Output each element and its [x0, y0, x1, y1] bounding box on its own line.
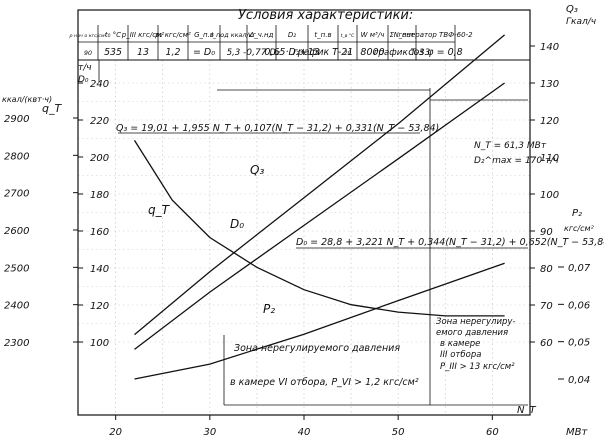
q3-tick-label: 70 — [540, 301, 553, 312]
q3-tick-label: 90 — [540, 227, 553, 238]
q3-tick-label: 80 — [540, 264, 553, 275]
d0-tick-label: 240 — [90, 79, 109, 90]
qt-tick-label: 2500 — [4, 263, 29, 274]
series-line-Q₃ — [134, 34, 506, 336]
x-tick-label: 20 — [109, 427, 122, 438]
zone-right-line-1: Зона нерегулиру- — [436, 317, 515, 327]
axis-x-end-label: N_T — [517, 405, 536, 416]
qt-tick-label: 2700 — [4, 189, 29, 200]
d0-tick-label: 140 — [90, 264, 109, 275]
header-cell-value: 8000 — [360, 47, 384, 58]
series-label: Q₃ — [250, 163, 264, 177]
series-line-D₀ — [134, 82, 505, 350]
qt-tick-label: 2900 — [4, 114, 29, 125]
q3-tick-label: 120 — [540, 116, 559, 127]
series-line-P₂ — [134, 262, 505, 380]
header-cell-value: = D₀ — [193, 47, 215, 58]
qt-tick-label: 2600 — [4, 226, 29, 237]
p2-tick-label: 0,05 — [568, 338, 590, 349]
d0-tick-label: 200 — [90, 153, 109, 164]
d0-tick-label: 220 — [90, 116, 109, 127]
header-cell-top: ΣN_пот — [390, 31, 416, 39]
series-layer: D₀ Q₃ q_T P₂ — [118, 34, 528, 406]
series-label: q_T — [148, 203, 171, 217]
axis-q3-label: Q₃ — [566, 4, 578, 15]
axis-p2-label: P₂ — [572, 208, 582, 219]
header-cell-top: G_п.в — [194, 31, 214, 39]
d0-tick-label: 160 — [90, 227, 109, 238]
header-cell-top: p_III кгс/см² — [121, 31, 165, 39]
q3-tick-label: 100 — [540, 190, 559, 201]
zone-left-line-2: в камере VI отбора, P_VI > 1,2 кгс/см² — [230, 377, 419, 388]
zone-right-line-4: III отбора — [440, 350, 481, 360]
table-title: Условия характеристики: — [238, 8, 413, 23]
zone-right-line-2: емого давления — [436, 328, 508, 338]
header-cell-top: p₂ кгс/см² — [154, 31, 191, 39]
max-point-note-1: N_T = 61,3 МВт — [474, 141, 547, 151]
d0-tick-label: 100 — [90, 338, 109, 349]
header-cell-value: 535 — [104, 47, 122, 58]
q3-tick-label: 140 — [540, 42, 559, 53]
annotations: Q₃ = 19,01 + 1,955 N_T + 0,107(N_T − 31,… — [116, 123, 604, 388]
header-cell-top: Δ_ч.нд — [249, 31, 274, 39]
header-cell-top: генератор ТВФ-60-2 — [398, 31, 473, 39]
header-cell-value: 0,65·D₂+13 — [264, 47, 319, 58]
zone-left-line-1: Зона нерегулируемого давления — [234, 343, 400, 354]
x-tick-label: 30 — [203, 427, 216, 438]
grid — [78, 60, 530, 415]
p2-tick-label: 0,04 — [568, 375, 590, 386]
axis-p2-unit: кгс/см² — [564, 224, 595, 233]
axis-labels: т/ч D₀ ккал/(квт·ч) q_T Q₃ Гкал/ч P₂ кгс… — [2, 4, 596, 438]
axis-ticks: 240 220 200 180 160 140 120 100 2900 2800 2700 2600… — [4, 42, 591, 438]
header-cell-value: 5,3 — [227, 47, 240, 57]
x-tick-label: 60 — [486, 427, 499, 438]
header-cell-top: t_п.в — [314, 31, 331, 39]
x-tick-label: 50 — [392, 427, 405, 438]
header-cell-value: график Т-33 — [374, 48, 430, 58]
qt-tick-label: 2300 — [4, 338, 29, 349]
d0-tick-label: 180 — [90, 190, 109, 201]
conditions-table: Условия характеристики: p нач о кгс/см² 9… — [69, 8, 473, 60]
header-cell-top: D₂ — [288, 31, 296, 39]
formula-q3: Q₃ = 19,01 + 1,955 N_T + 0,107(N_T − 31,… — [116, 123, 439, 134]
formula-d0: D₀ = 28,8 + 3,221 N_T + 0,344(N_T − 31,2… — [296, 237, 604, 248]
header-cell-top: i_под ккал/кг — [211, 31, 256, 39]
qt-tick-label: 2400 — [4, 301, 29, 312]
axis-x-unit: МВт — [566, 427, 588, 438]
zone-right-line-3: в камере — [440, 339, 480, 349]
header-cell-value: cos φ = 0,8 — [408, 47, 462, 58]
axis-d0-label: D₀ — [78, 75, 89, 85]
axis-qt-unit: ккал/(квт·ч) — [2, 95, 52, 104]
d0-tick-label: 120 — [90, 301, 109, 312]
axis-q3-unit: Гкал/ч — [566, 17, 596, 27]
axis-d0-unit: т/ч — [78, 63, 92, 73]
qt-tick-label: 2800 — [4, 151, 29, 162]
max-point-note-2: D₂^max = 170 т/ч — [474, 156, 559, 166]
header-cell-value: график Т-21 — [293, 47, 353, 58]
series-label: D₀ — [230, 217, 244, 231]
header-cell-value: 13 — [137, 47, 149, 58]
header-cell-value: 90 — [84, 50, 92, 57]
p2-tick-label: 0,06 — [568, 300, 590, 311]
header-cell-value: 1,2 — [166, 47, 181, 58]
header-cell-top: W м³/ч — [361, 31, 385, 39]
header-cell-top: p нач о кгс/см² — [69, 33, 107, 39]
header-cell-value: 20 — [344, 50, 352, 57]
q3-tick-label: 130 — [540, 79, 559, 90]
zone-right-line-5: P_III > 13 кгс/см² — [440, 362, 515, 372]
q3-tick-label: 60 — [540, 338, 553, 349]
x-tick-label: 40 — [298, 427, 311, 438]
q3-tick-label: 110 — [540, 153, 559, 164]
header-cell-top: t₀ °C — [105, 31, 121, 39]
axis-qt-label: q_T — [42, 102, 62, 115]
header-cell-value: -0,77 D₂ — [243, 48, 280, 58]
series-label: P₂ — [263, 302, 275, 316]
p2-tick-label: 0,07 — [568, 263, 591, 274]
series-line-q_T — [133, 140, 505, 317]
header-cell-top: t_в °C — [341, 33, 355, 39]
